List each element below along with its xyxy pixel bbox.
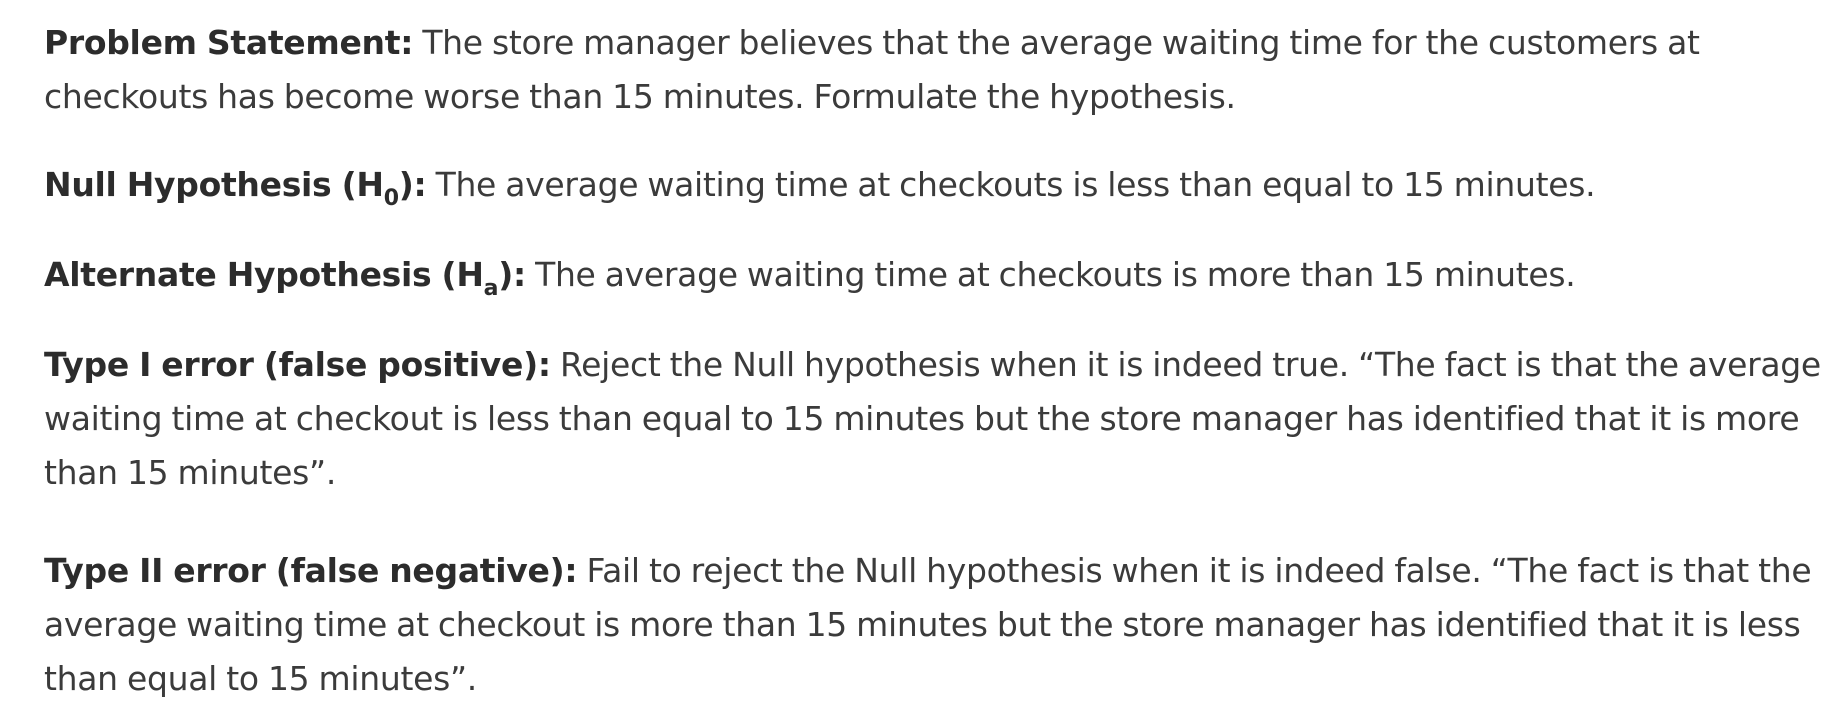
type1-error-paragraph: Type I error (false positive): Reject th…	[44, 338, 1834, 500]
alternate-hypothesis-subscript: a	[483, 276, 499, 301]
alternate-hypothesis-label: Alternate Hypothesis (Ha):	[44, 255, 526, 300]
null-hypothesis-label-prefix: Null Hypothesis (H	[44, 165, 384, 204]
null-hypothesis-subscript: 0	[383, 186, 399, 211]
type2-error-paragraph: Type II error (false negative): Fail to …	[44, 544, 1834, 706]
problem-statement-paragraph: Problem Statement: The store manager bel…	[44, 16, 1834, 124]
null-hypothesis-paragraph: Null Hypothesis (H0): The average waitin…	[44, 158, 1834, 212]
null-hypothesis-label: Null Hypothesis (H0):	[44, 165, 427, 210]
alternate-hypothesis-paragraph: Alternate Hypothesis (Ha): The average w…	[44, 248, 1834, 302]
type2-error-text: Fail to reject the Null hypothesis when …	[44, 551, 1812, 698]
type1-error-text: Reject the Null hypothesis when it is in…	[44, 345, 1821, 492]
null-hypothesis-label-suffix: ):	[398, 165, 427, 204]
type2-error-label: Type II error (false negative):	[44, 551, 578, 590]
problem-statement-label: Problem Statement:	[44, 23, 414, 62]
problem-statement-text: The store manager believes that the aver…	[44, 23, 1700, 116]
alternate-hypothesis-label-suffix: ):	[498, 255, 526, 294]
alternate-hypothesis-label-prefix: Alternate Hypothesis (H	[44, 255, 484, 294]
document-body: Problem Statement: The store manager bel…	[44, 16, 1834, 706]
alternate-hypothesis-text: The average waiting time at checkouts is…	[525, 255, 1576, 294]
null-hypothesis-text: The average waiting time at checkouts is…	[426, 165, 1596, 204]
type1-error-label: Type I error (false positive):	[44, 345, 551, 384]
